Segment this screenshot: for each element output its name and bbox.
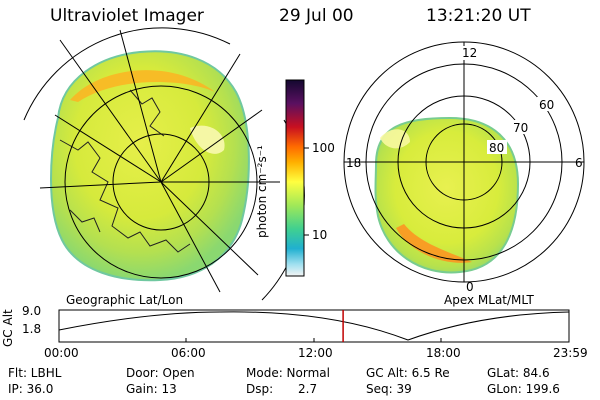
time-tick-1200: 12:00 (298, 346, 333, 360)
instrument-title: Ultraviolet Imager (50, 6, 204, 26)
polar-map (343, 41, 585, 283)
color-scale (285, 79, 305, 277)
time-tick-2359: 23:59 (553, 346, 588, 360)
dsp-value: 2.7 (298, 382, 318, 396)
alt-tick-9: 9.0 (22, 304, 42, 318)
mlat-label-60: 60 (539, 98, 555, 112)
time-tick-1800: 18:00 (426, 346, 461, 360)
seq-label: Seq: 39 (366, 382, 412, 396)
mlt-label-12: 12 (462, 46, 478, 60)
lat-circle-60 (23, 27, 231, 121)
glat-label: GLat: 84.6 (487, 366, 550, 380)
filter-label: Flt: LBHL (8, 366, 62, 380)
alt-axis-label: GC Alt (1, 309, 15, 347)
colorbar-tick-10: 10 (312, 228, 328, 242)
time-tick-0600: 06:00 (171, 346, 206, 360)
colorbar-tick-100: 100 (312, 141, 335, 155)
dsp-label: Dsp: (246, 382, 274, 396)
altitude-plot-frame (58, 309, 570, 343)
bright-patch-left (190, 125, 225, 154)
altitude-curve (58, 311, 570, 341)
colorbar-unit-label: photon cm⁻²s⁻¹ (255, 145, 269, 238)
mlt-label-0: 0 (466, 280, 474, 294)
door-label: Door: Open (126, 366, 195, 380)
meridians (39, 29, 280, 293)
apex-caption: Apex MLat/MLT (444, 293, 534, 307)
time-label: 13:21:20 UT (426, 6, 531, 26)
bright-arc-left (70, 70, 215, 102)
alt-tick-1-8: 1.8 (22, 322, 42, 336)
gc-alt-label: GC Alt: 6.5 Re (366, 366, 450, 380)
mode-label: Mode: Normal (246, 366, 330, 380)
mlt-label-18: 18 (346, 156, 362, 170)
mlt-label-6: 6 (575, 156, 583, 170)
date-label: 29 Jul 00 (279, 6, 354, 26)
altitude-plot (58, 309, 570, 343)
geographic-caption: Geographic Lat/Lon (66, 293, 184, 307)
coastline (59, 89, 191, 253)
glon-label: GLon: 199.6 (487, 382, 560, 396)
mlat-label-80: 80 (489, 141, 505, 155)
gain-label: Gain: 13 (126, 382, 177, 396)
bright-patch-right (380, 129, 410, 149)
geographic-map (23, 27, 305, 301)
color-bar (285, 79, 309, 277)
time-tick-0000: 00:00 (44, 346, 79, 360)
ip-label: IP: 36.0 (8, 382, 54, 396)
mlat-label-70: 70 (513, 121, 529, 135)
